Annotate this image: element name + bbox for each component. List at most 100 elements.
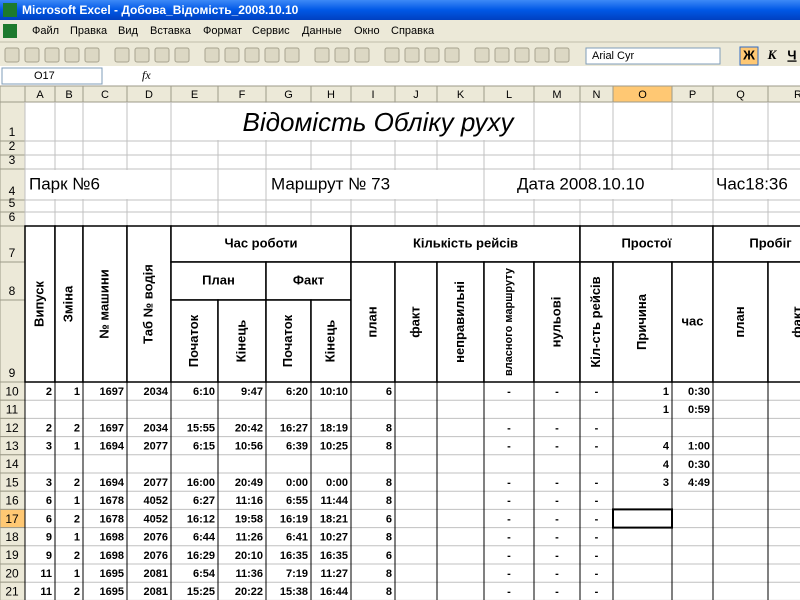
- toolbar-button[interactable]: [224, 47, 240, 63]
- cell[interactable]: 1697: [100, 422, 124, 434]
- toolbar-button[interactable]: [4, 47, 20, 63]
- cell[interactable]: 6: [386, 386, 392, 398]
- menu-item[interactable]: Окно: [354, 25, 380, 37]
- cell[interactable]: -: [507, 550, 511, 562]
- toolbar-button[interactable]: [264, 47, 280, 63]
- cell[interactable]: 1: [74, 441, 80, 453]
- column-letter[interactable]: D: [145, 89, 153, 101]
- column-letter[interactable]: F: [239, 89, 246, 101]
- cell[interactable]: -: [507, 513, 511, 525]
- row-number[interactable]: 18: [5, 530, 19, 544]
- cell[interactable]: 1: [74, 386, 80, 398]
- row-number[interactable]: 2: [9, 139, 16, 153]
- row-number[interactable]: 12: [5, 421, 19, 435]
- cell[interactable]: -: [595, 513, 599, 525]
- cell[interactable]: 8: [386, 441, 392, 453]
- cell[interactable]: 1: [74, 568, 80, 580]
- cell[interactable]: 4052: [144, 513, 168, 525]
- selected-cell[interactable]: [612, 508, 673, 529]
- cell[interactable]: 1: [663, 386, 669, 398]
- cell[interactable]: -: [507, 586, 511, 598]
- cell[interactable]: 2: [74, 513, 80, 525]
- cell[interactable]: -: [507, 441, 511, 453]
- toolbar-button[interactable]: [84, 47, 100, 63]
- cell[interactable]: 6:10: [193, 386, 215, 398]
- cell[interactable]: 6: [386, 550, 392, 562]
- cell[interactable]: -: [555, 477, 559, 489]
- row-number[interactable]: 8: [9, 284, 16, 298]
- cell[interactable]: 6:20: [286, 386, 308, 398]
- menu-item[interactable]: Вставка: [150, 25, 192, 37]
- cell[interactable]: 2076: [144, 532, 168, 544]
- cell[interactable]: 8: [386, 586, 392, 598]
- row-number[interactable]: 21: [5, 585, 19, 599]
- toolbar-button[interactable]: [334, 47, 350, 63]
- cell[interactable]: 16:35: [320, 550, 348, 562]
- menu-item[interactable]: Сервис: [252, 25, 290, 37]
- row-number[interactable]: 17: [5, 512, 19, 526]
- cell[interactable]: 20:49: [235, 477, 263, 489]
- cell[interactable]: -: [555, 568, 559, 580]
- column-letter[interactable]: J: [413, 89, 419, 101]
- underline-button[interactable]: Ч: [787, 47, 796, 62]
- cell[interactable]: 18:19: [320, 422, 348, 434]
- cell[interactable]: 4: [663, 441, 670, 453]
- toolbar-button[interactable]: [424, 47, 440, 63]
- cell[interactable]: 2: [46, 386, 52, 398]
- cell[interactable]: 16:35: [280, 550, 308, 562]
- cell[interactable]: 20:42: [235, 422, 263, 434]
- cell[interactable]: 1698: [100, 550, 124, 562]
- column-letter[interactable]: K: [457, 89, 465, 101]
- cell[interactable]: -: [595, 386, 599, 398]
- cell[interactable]: -: [555, 441, 559, 453]
- column-letter[interactable]: I: [371, 89, 374, 101]
- row-number[interactable]: 16: [5, 494, 19, 508]
- menu-item[interactable]: Вид: [118, 25, 138, 37]
- toolbar-button[interactable]: [134, 47, 150, 63]
- name-box-frame[interactable]: [1, 67, 103, 85]
- menu-item[interactable]: Формат: [203, 25, 242, 37]
- menu-item[interactable]: Правка: [70, 25, 108, 37]
- cell[interactable]: 0:00: [286, 477, 308, 489]
- cell[interactable]: 2081: [144, 586, 168, 598]
- toolbar-button[interactable]: [174, 47, 190, 63]
- cell[interactable]: -: [555, 495, 559, 507]
- cell[interactable]: -: [595, 477, 599, 489]
- cell[interactable]: 3: [663, 477, 669, 489]
- cell[interactable]: 10:10: [320, 386, 348, 398]
- column-letter[interactable]: N: [593, 89, 601, 101]
- toolbar-button[interactable]: [384, 47, 400, 63]
- cell[interactable]: 11:27: [320, 568, 348, 580]
- column-letter[interactable]: G: [284, 89, 293, 101]
- cell[interactable]: 16:27: [280, 422, 308, 434]
- row-number[interactable]: 4: [9, 184, 16, 198]
- cell[interactable]: -: [595, 441, 599, 453]
- cell[interactable]: 9: [46, 532, 52, 544]
- cell[interactable]: 16:12: [187, 513, 215, 525]
- italic-button[interactable]: К: [767, 47, 778, 62]
- bold-button[interactable]: Ж: [742, 47, 755, 62]
- cell[interactable]: 7:19: [286, 568, 308, 580]
- toolbar-button[interactable]: [244, 47, 260, 63]
- cell[interactable]: 1695: [100, 586, 124, 598]
- column-letter[interactable]: O: [638, 89, 647, 101]
- cell[interactable]: 1678: [100, 513, 124, 525]
- cell[interactable]: 6:44: [193, 532, 216, 544]
- cell[interactable]: 0:30: [688, 459, 710, 471]
- toolbar-button[interactable]: [284, 47, 300, 63]
- column-letter[interactable]: H: [327, 89, 335, 101]
- cell[interactable]: 2034: [144, 422, 169, 434]
- cell[interactable]: 6:55: [286, 495, 308, 507]
- column-letter[interactable]: R: [794, 89, 800, 101]
- cell[interactable]: 6:54: [193, 568, 216, 580]
- row-number[interactable]: 14: [5, 457, 19, 471]
- cell[interactable]: -: [507, 386, 511, 398]
- cell[interactable]: 0:00: [326, 477, 348, 489]
- fx-button[interactable]: fx: [142, 68, 151, 82]
- cell[interactable]: 11:44: [320, 495, 348, 507]
- cell[interactable]: -: [595, 586, 599, 598]
- toolbar-button[interactable]: [154, 47, 170, 63]
- cell[interactable]: 11: [40, 568, 52, 580]
- cell[interactable]: 15:55: [187, 422, 215, 434]
- cell[interactable]: 1694: [100, 441, 125, 453]
